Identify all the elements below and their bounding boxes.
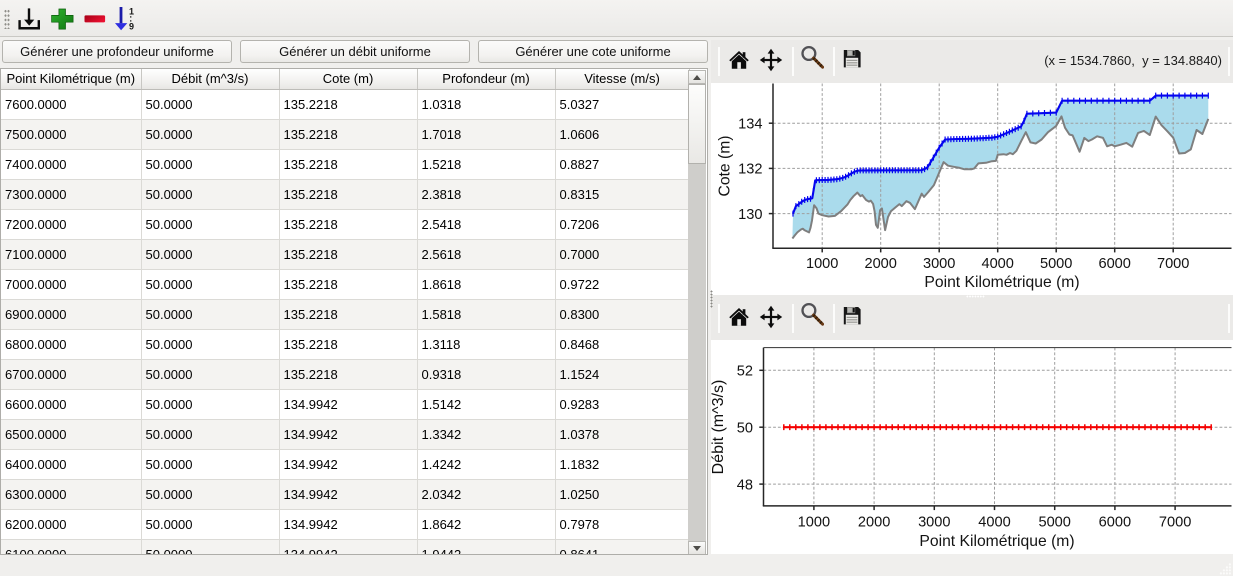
svg-text:Point Kilométrique (m): Point Kilométrique (m): [919, 533, 1074, 550]
svg-text:3000: 3000: [918, 515, 950, 531]
svg-text:50: 50: [737, 420, 753, 436]
svg-text:2000: 2000: [858, 515, 890, 531]
svg-text:1000: 1000: [806, 256, 838, 272]
svg-text:134: 134: [738, 116, 762, 132]
svg-text:9: 9: [129, 21, 134, 31]
svg-text:132: 132: [738, 162, 762, 178]
svg-text:Débit (m^3/s): Débit (m^3/s): [711, 380, 727, 475]
svg-text:48: 48: [737, 477, 753, 493]
svg-text:6000: 6000: [1098, 256, 1130, 272]
svg-text:1000: 1000: [798, 515, 830, 531]
svg-text:1: 1: [129, 7, 134, 17]
svg-text:3000: 3000: [923, 256, 955, 272]
svg-text:6000: 6000: [1099, 515, 1131, 531]
svg-text:130: 130: [738, 207, 762, 223]
svg-text:5000: 5000: [1040, 256, 1072, 272]
svg-text:7000: 7000: [1159, 515, 1191, 531]
svg-text:5000: 5000: [1038, 515, 1070, 531]
svg-text:7000: 7000: [1157, 256, 1189, 272]
svg-text:4000: 4000: [981, 256, 1013, 272]
svg-text:2000: 2000: [864, 256, 896, 272]
svg-text:Cote (m): Cote (m): [717, 135, 734, 196]
svg-text:Point Kilométrique (m): Point Kilométrique (m): [924, 274, 1079, 291]
svg-text:4000: 4000: [978, 515, 1010, 531]
svg-text:52: 52: [737, 364, 753, 380]
